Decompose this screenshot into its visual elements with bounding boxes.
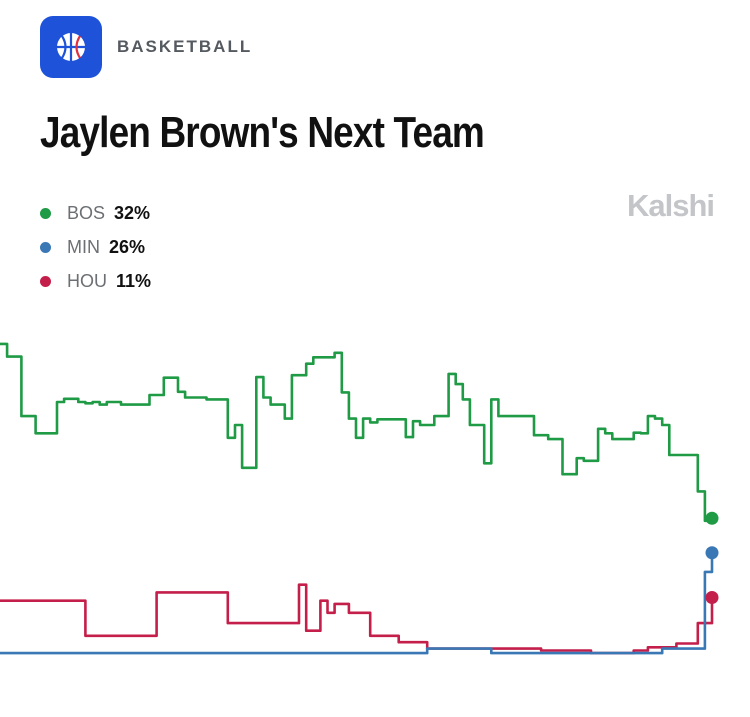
legend-dot-min [40,241,51,253]
legend-item-bos: BOS 32% [40,196,151,230]
chart-legend: BOS 32% MIN 26% HOU 11% [40,196,151,298]
series-line-hou [0,583,714,655]
series-line-bos [0,342,714,523]
legend-percent: 26% [109,236,146,257]
legend-code: BOS [67,202,106,223]
legend-dot-hou [40,275,51,287]
series-end-dot-bos [705,511,719,525]
legend-code: HOU [67,270,107,291]
legend-item-hou: HOU 11% [40,264,151,298]
page-title: Jaylen Brown's Next Team [40,108,485,157]
brand-watermark: Kalshi [626,188,715,223]
category-label[interactable]: BASKETBALL [117,37,253,56]
legend-dot-bos [40,207,51,219]
legend-item-min: MIN 26% [40,230,151,264]
series-end-dot-min [705,546,719,560]
series-end-dot-hou [705,591,719,604]
legend-percent: 32% [114,202,151,223]
legend-code: MIN [67,236,100,257]
series-line-min [0,552,714,655]
legend-percent: 11% [116,270,152,291]
header-row: BASKETBALL [40,16,253,78]
basketball-icon[interactable] [40,16,102,78]
